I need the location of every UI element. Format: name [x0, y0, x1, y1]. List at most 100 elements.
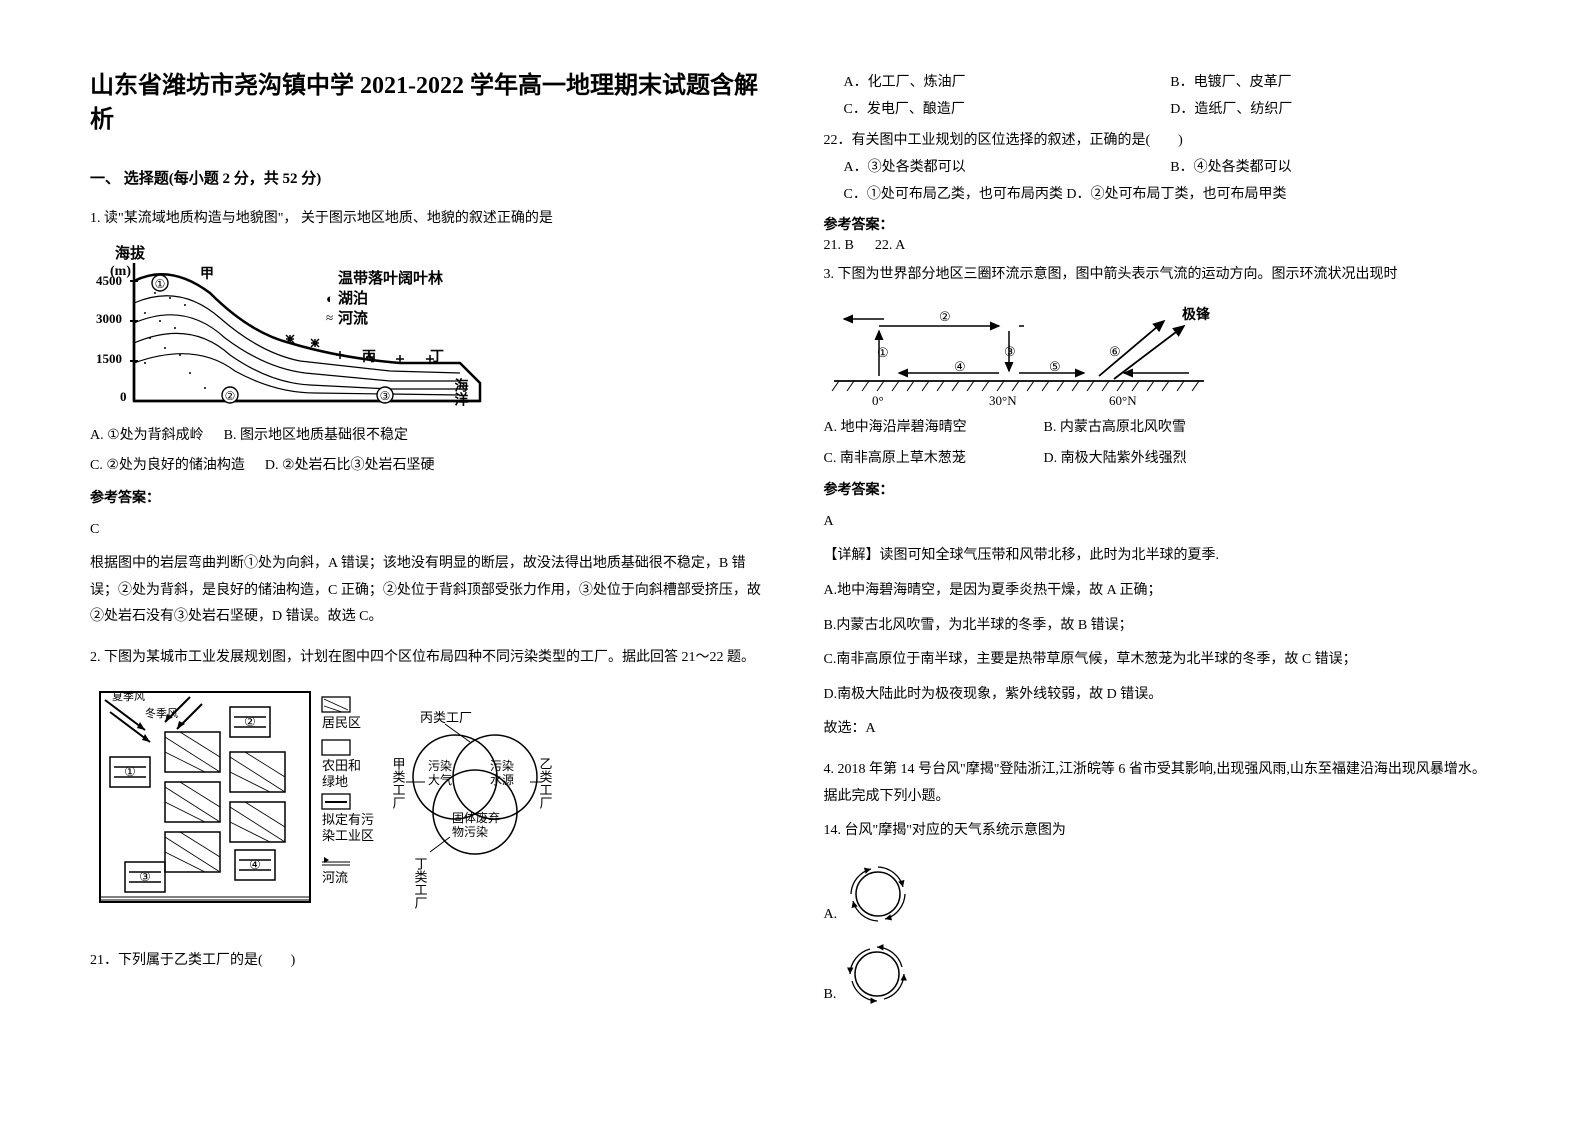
q3-A: A. 地中海沿岸碧海晴空	[824, 415, 1024, 442]
question-2: 2. 下图为某城市工业发展规划图，计划在图中四个区位布局四种不同污染类型的工厂。…	[90, 645, 764, 980]
q3-x30: 30°N	[989, 393, 1017, 408]
guti: 固体废弃物污染	[452, 810, 500, 839]
q1-text: 1. 读"某流域地质构造与地貌图"， 关于图示地区地质、地貌的叙述正确的是	[90, 206, 764, 233]
q1-optD: D. ②处岩石比③处岩石坚硬	[265, 453, 435, 480]
q1-y1500: 1500	[96, 351, 122, 366]
q3-text: 3. 下图为世界部分地区三圈环流示意图，图中箭头表示气流的运动方向。图示环流状况…	[824, 262, 1498, 289]
q22-options-ab: A．③处各类都可以 B．④处各类都可以	[824, 155, 1498, 182]
question-3: 3. 下图为世界部分地区三圈环流示意图，图中箭头表示气流的运动方向。图示环流状况…	[824, 262, 1498, 751]
ding-f: 丁类工厂	[413, 857, 428, 909]
q3-eD: D.南极大陆此时为极夜现象，紫外线较弱，故 D 错误。	[824, 682, 1498, 709]
q21-C: C．发电厂、酿造厂	[844, 97, 1171, 124]
q3-c6: ⑥	[1109, 344, 1121, 359]
q2-ans: 21. B 22. A	[824, 238, 1498, 254]
question-4: 4. 2018 年第 14 号台风"摩揭"登陆浙江,江浙皖等 6 省市受其影响,…	[824, 757, 1498, 1009]
leg-jumin: 居民区	[322, 715, 361, 730]
leg-heliu: 河流	[322, 870, 348, 885]
q3-C: C. 南非高原上草木葱茏	[824, 446, 1024, 473]
q3-c1: ①	[877, 345, 889, 360]
jia-f: 甲类工厂	[391, 757, 406, 809]
yi-f: 乙类工厂	[538, 757, 553, 809]
q4-sub14: 14. 台风"摩揭"对应的天气系统示意图为	[824, 818, 1498, 845]
left-column: 山东省潍坊市尧沟镇中学 2021-2022 学年高一地理期末试题含解析 一、 选…	[90, 70, 764, 1082]
q1-ans-label: 参考答案：	[90, 486, 764, 513]
q1-c2: ②	[225, 389, 236, 403]
q3-intro: 【详解】读图可知全球气压带和风带北移，此时为北半球的夏季.	[824, 543, 1498, 570]
q2-c3: ③	[139, 869, 151, 884]
q1-expl: 根据图中的岩层弯曲判断①处为向斜，A 错误；该地没有明显的断层，故没法得出地质基…	[90, 551, 764, 631]
q1-y4500: 4500	[96, 273, 122, 288]
q4-text: 4. 2018 年第 14 号台风"摩揭"登陆浙江,江浙皖等 6 省市受其影响,…	[824, 757, 1498, 810]
leg-wuran: 拟定有污染工业区	[322, 812, 374, 843]
q3-jifeng: 极锋	[1182, 306, 1211, 323]
q2-ans-label: 参考答案：	[824, 214, 1498, 234]
q3-ans-label: 参考答案：	[824, 478, 1498, 505]
q1-ans: C	[90, 517, 764, 544]
section-header: 一、 选择题(每小题 2 分，共 52 分)	[90, 167, 764, 188]
right-column: A．化工厂、炼油厂 B．电镀厂、皮革厂 C．发电厂、酿造厂 D．造纸厂、纺织厂 …	[824, 70, 1498, 1082]
q1-bing: 丙	[362, 349, 376, 365]
q3-end: 故选：A	[824, 716, 1498, 743]
q3-ans: A	[824, 509, 1498, 536]
q1-optB: B. 图示地区地质基础很不稳定	[224, 423, 408, 450]
q1-c3: ③	[380, 389, 391, 403]
q2-dong: 冬季风	[145, 706, 178, 720]
q1-y3000: 3000	[96, 311, 122, 326]
q3-figure: ① ② ③ ④ ⑤ ⑥ 极锋 0° 30°N 60°N	[824, 301, 1244, 411]
q3-c3: ③	[1004, 344, 1016, 359]
page-title: 山东省潍坊市尧沟镇中学 2021-2022 学年高一地理期末试题含解析	[90, 70, 764, 137]
q2-figure: 夏季风 冬季风	[90, 682, 560, 912]
q1-hai: 海洋	[453, 377, 469, 407]
q1-optC: C. ②处为良好的储油构造	[90, 453, 245, 480]
q1-ding: 丁	[430, 350, 444, 365]
q3-c4: ④	[954, 359, 966, 374]
q2-xia: 夏季风	[112, 690, 145, 703]
q2-c2: ②	[244, 714, 256, 729]
river-icon: ≈	[326, 310, 333, 325]
q3-B: B. 内蒙古高原北风吹雪	[1044, 415, 1186, 442]
q21-B: B．电镀厂、皮革厂	[1170, 70, 1497, 97]
wuran-shui: 污染水源	[490, 758, 514, 787]
q2-c4: ④	[249, 857, 261, 872]
leg-nongtian: 农田和绿地	[322, 758, 361, 789]
q1-leg2: 湖泊	[338, 289, 368, 307]
q3-eC: C.南非高原位于南半球，主要是热带草原气候，草木葱茏为北半球的冬季，故 C 错误…	[824, 647, 1498, 674]
q1-leg1: 温带落叶阔叶林	[338, 269, 444, 287]
q1-jia: 甲	[200, 266, 214, 282]
q1-ylabel: 海拔	[115, 244, 146, 262]
q1-y0: 0	[120, 389, 127, 404]
q3-D: D. 南极大陆紫外线强烈	[1044, 446, 1187, 473]
q4-diagram-a	[843, 859, 913, 929]
q3-eA: A.地中海碧海晴空，是因为夏季炎热干燥，故 A 正确；	[824, 578, 1498, 605]
q1-options-row2: C. ②处为良好的储油构造 D. ②处岩石比③处岩石坚硬	[90, 453, 764, 480]
q1-figure: 海拔 (m) 4500 3000 1500 0	[90, 243, 490, 413]
q2-sub22: 22．有关图中工业规划的区位选择的叙述，正确的是( )	[824, 129, 1498, 149]
question-1: 1. 读"某流域地质构造与地貌图"， 关于图示地区地质、地貌的叙述正确的是 海拔…	[90, 206, 764, 639]
lake-icon: ◐	[326, 291, 334, 306]
q22-A: A．③处各类都可以	[844, 155, 1171, 182]
q1-optA: A. ①处为背斜成岭	[90, 423, 204, 450]
q3-x60: 60°N	[1109, 393, 1137, 408]
q1-leg3: 河流	[338, 309, 368, 327]
q4-A: A.	[824, 902, 838, 929]
wuran-daqi: 污染大气	[428, 758, 452, 787]
q3-c2: ②	[939, 309, 951, 324]
q2-c1: ①	[124, 764, 136, 779]
bing-f: 丙类工厂	[420, 710, 472, 725]
q22-B: B．④处各类都可以	[1170, 155, 1497, 182]
q1-c1: ①	[155, 277, 166, 291]
q3-c5: ⑤	[1049, 359, 1061, 374]
q22-CD: C．①处可布局乙类，也可布局丙类 D．②处可布局丁类，也可布局甲类	[824, 182, 1498, 209]
q3-row2: C. 南非高原上草木葱茏 D. 南极大陆紫外线强烈	[824, 446, 1498, 473]
q1-options-row1: A. ①处为背斜成岭 B. 图示地区地质基础很不稳定	[90, 423, 764, 450]
q21-D: D．造纸厂、纺织厂	[1170, 97, 1497, 124]
q3-row1: A. 地中海沿岸碧海晴空 B. 内蒙古高原北风吹雪	[824, 415, 1498, 442]
q4-diagram-b	[842, 939, 912, 1009]
q3-eB: B.内蒙古北风吹雪，为北半球的冬季，故 B 错误；	[824, 613, 1498, 640]
q4-B: B.	[824, 982, 837, 1009]
q21-A: A．化工厂、炼油厂	[844, 70, 1171, 97]
q2-text: 2. 下图为某城市工业发展规划图，计划在图中四个区位布局四种不同污染类型的工厂。…	[90, 645, 764, 672]
q21-options: A．化工厂、炼油厂 B．电镀厂、皮革厂 C．发电厂、酿造厂 D．造纸厂、纺织厂	[824, 70, 1498, 123]
q2-sub21: 21．下列属于乙类工厂的是( )	[90, 948, 764, 975]
q3-x0: 0°	[872, 393, 884, 408]
